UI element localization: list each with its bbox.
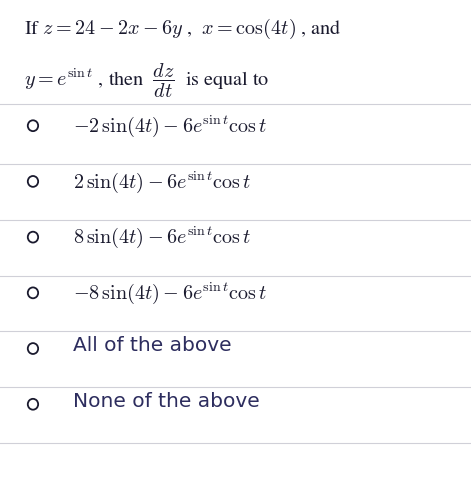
Text: $2\,\sin(4t) - 6e^{\sin t}\cos t$: $2\,\sin(4t) - 6e^{\sin t}\cos t$ (73, 169, 252, 195)
Text: If $z = 24 - 2x - 6y$ ,  $x = \mathrm{cos}(4t)$ , and: If $z = 24 - 2x - 6y$ , $x = \mathrm{cos… (24, 17, 341, 41)
Text: $8\,\sin(4t) - 6e^{\sin t}\cos t$: $8\,\sin(4t) - 6e^{\sin t}\cos t$ (73, 225, 252, 250)
Text: $y = e^{\sin t}$ , then  $\dfrac{dz}{dt}$  is equal to: $y = e^{\sin t}$ , then $\dfrac{dz}{dt}$… (24, 62, 269, 100)
Text: All of the above: All of the above (73, 336, 232, 355)
Text: $-2\,\sin(4t) - 6e^{\sin t}\cos t$: $-2\,\sin(4t) - 6e^{\sin t}\cos t$ (73, 113, 267, 139)
Text: None of the above: None of the above (73, 392, 260, 411)
Text: $-8\,\sin(4t) - 6e^{\sin t}\cos t$: $-8\,\sin(4t) - 6e^{\sin t}\cos t$ (73, 281, 267, 306)
